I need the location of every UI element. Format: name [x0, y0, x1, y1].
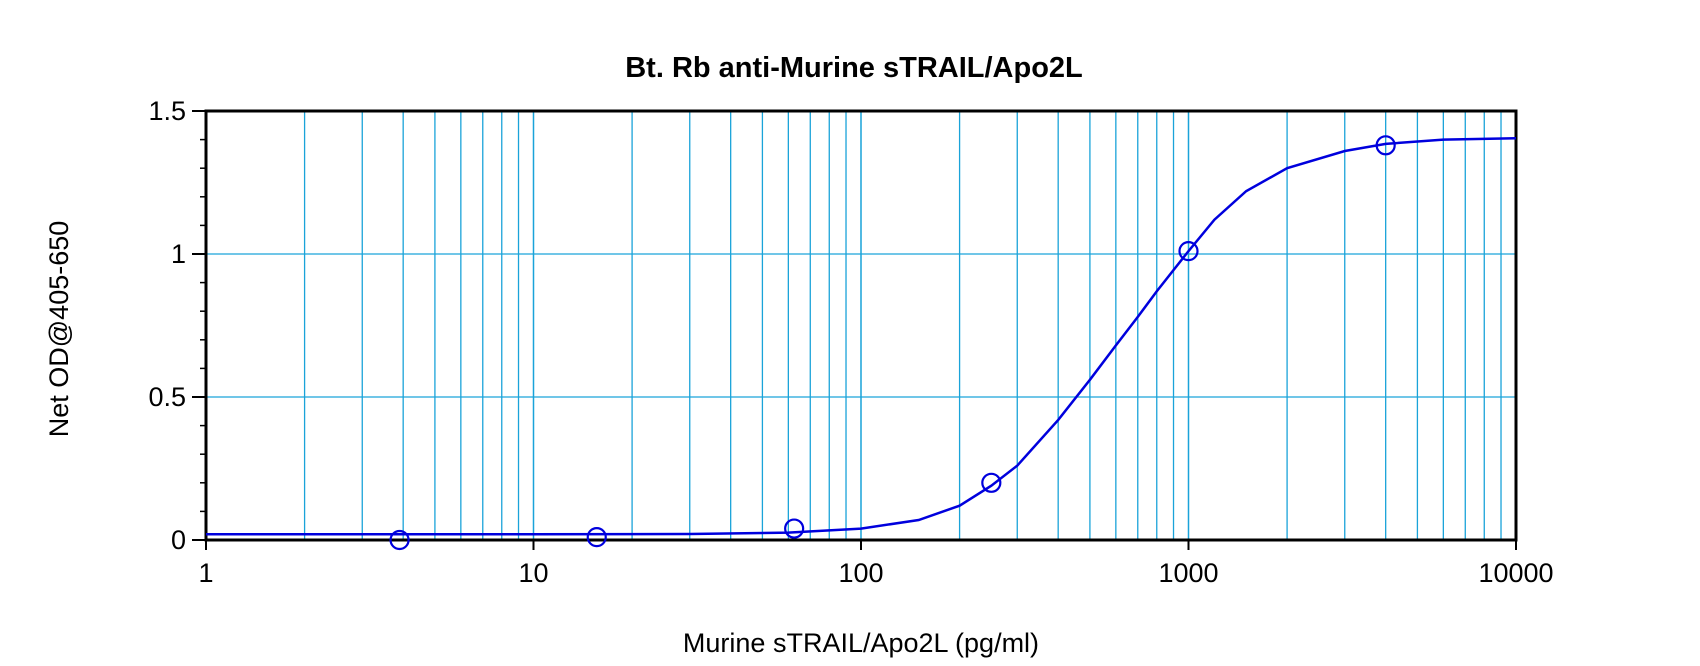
data-point [1375, 135, 1396, 156]
x-tick-label: 100 [838, 558, 883, 588]
data-point [784, 518, 805, 539]
x-tick-label: 10000 [1478, 558, 1553, 588]
x-tick-label: 1 [198, 558, 213, 588]
y-axis-label: Net OD@405-650 [44, 221, 74, 438]
y-tick-label: 0 [171, 525, 186, 555]
y-axis-ticks: 0 0.5 1 1.5 [148, 96, 206, 555]
data-point [981, 472, 1002, 493]
fit-curve [206, 136, 1517, 536]
x-tick-label: 1000 [1158, 558, 1218, 588]
x-axis-ticks: 1 10 100 1000 10000 [198, 540, 1554, 588]
y-tick-label: 0.5 [148, 382, 186, 412]
data-points [389, 135, 1396, 551]
x-axis-label: Murine sTRAIL/Apo2L (pg/ml) [683, 628, 1039, 658]
grid-lines [206, 111, 1516, 540]
data-point [586, 527, 607, 548]
data-point [389, 529, 410, 551]
chart-title: Bt. Rb anti-Murine sTRAIL/Apo2L [625, 52, 1083, 84]
y-tick-label: 1 [171, 239, 186, 269]
y-tick-label: 1.5 [148, 96, 186, 126]
data-point [1178, 241, 1199, 262]
x-tick-label: 10 [518, 558, 548, 588]
